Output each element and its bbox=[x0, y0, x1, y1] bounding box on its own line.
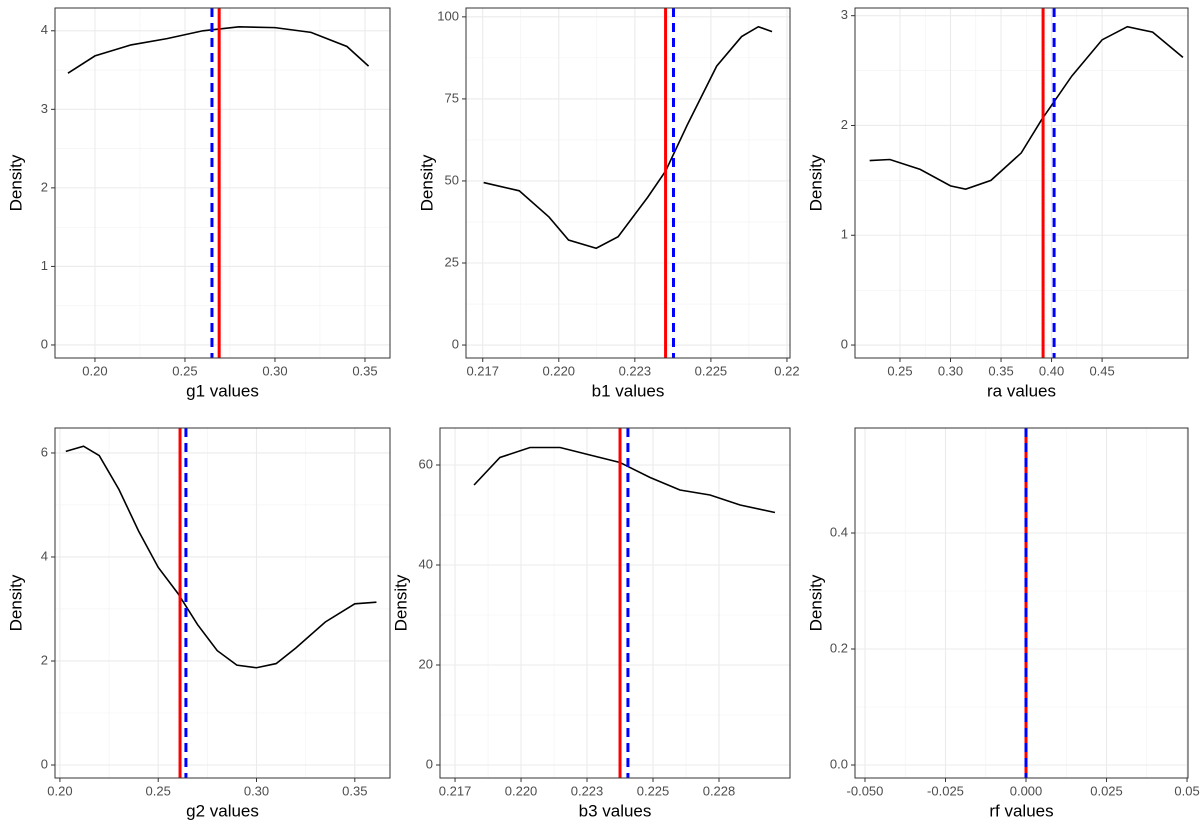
y-tick-label: 3 bbox=[41, 101, 48, 116]
x-tick-label: 0.225 bbox=[637, 783, 670, 798]
y-tick-label: 40 bbox=[419, 556, 433, 571]
x-axis-title: rf values bbox=[989, 801, 1053, 820]
x-tick-label: 0.45 bbox=[1089, 363, 1114, 378]
x-tick-label: 0.217 bbox=[466, 363, 499, 378]
y-tick-label: 4 bbox=[41, 548, 48, 563]
x-tick-label: 0.223 bbox=[619, 363, 652, 378]
y-tick-label: 1 bbox=[41, 258, 48, 273]
y-axis-title: Density bbox=[6, 154, 25, 211]
panel-background bbox=[55, 8, 390, 358]
panel-border bbox=[854, 427, 1189, 779]
panel-border bbox=[54, 427, 391, 779]
panel-background bbox=[440, 428, 790, 778]
y-tick-label: 20 bbox=[419, 656, 433, 671]
panel-background bbox=[855, 8, 1188, 358]
panel: 0.25 0.30 0.35 0.40 0.45 0 1 2 3 ra values Density bbox=[806, 7, 1189, 400]
y-tick-label: 50 bbox=[445, 172, 459, 187]
panel: 0.20 0.25 0.30 0.35 0 1 2 3 4 g1 values Density bbox=[6, 7, 391, 400]
x-tick-label: 0.220 bbox=[505, 783, 538, 798]
x-tick-label: 0.22 bbox=[774, 363, 799, 378]
y-tick-label: 0.0 bbox=[830, 756, 848, 771]
x-tick-label: 0.25 bbox=[146, 783, 171, 798]
x-axis-title: g2 values bbox=[186, 801, 259, 820]
x-tick-label: 0.20 bbox=[47, 783, 72, 798]
x-tick-label: 0.30 bbox=[244, 783, 269, 798]
y-axis-title: Density bbox=[6, 574, 25, 631]
x-tick-label: 0.40 bbox=[1039, 363, 1064, 378]
y-tick-label: 0 bbox=[841, 336, 848, 351]
y-tick-label: 0.4 bbox=[830, 524, 848, 539]
x-tick-label: -0.050 bbox=[847, 783, 884, 798]
x-tick-label: 0.20 bbox=[82, 363, 107, 378]
y-tick-label: 2 bbox=[41, 652, 48, 667]
x-tick-label: 0.35 bbox=[988, 363, 1013, 378]
x-tick-label: 0.225 bbox=[695, 363, 728, 378]
y-tick-label: 75 bbox=[445, 90, 459, 105]
x-tick-label: 0.30 bbox=[938, 363, 963, 378]
x-axis-title: b3 values bbox=[579, 801, 652, 820]
panel: 0.217 0.220 0.223 0.225 0.228 0 20 40 60 b3 value… bbox=[391, 427, 791, 820]
density-curve bbox=[483, 25, 773, 250]
panel-border bbox=[465, 7, 791, 359]
y-axis-title: Density bbox=[391, 574, 410, 631]
panel-background bbox=[855, 428, 1188, 778]
x-tick-label: 0.220 bbox=[543, 363, 576, 378]
y-tick-label: 0 bbox=[426, 756, 433, 771]
y-tick-label: 0 bbox=[452, 336, 459, 351]
y-tick-label: 2 bbox=[41, 179, 48, 194]
density-curve bbox=[869, 25, 1184, 190]
y-tick-label: 0 bbox=[41, 756, 48, 771]
x-tick-label: 0.025 bbox=[1090, 783, 1123, 798]
y-axis-title: Density bbox=[806, 574, 825, 631]
x-tick-label: 0.30 bbox=[262, 363, 287, 378]
x-tick-label: 0.35 bbox=[352, 363, 377, 378]
panel: -0.050 -0.025 0.000 0.025 0.05 0.0 0.2 0.4 rf va… bbox=[806, 427, 1200, 820]
y-tick-label: 3 bbox=[841, 7, 848, 22]
panel-border bbox=[854, 7, 1189, 359]
x-tick-label: 0.25 bbox=[887, 363, 912, 378]
y-tick-label: 25 bbox=[445, 254, 459, 269]
x-axis-title: ra values bbox=[987, 381, 1056, 400]
panel-border bbox=[439, 427, 791, 779]
y-tick-label: 6 bbox=[41, 444, 48, 459]
density-curve bbox=[65, 445, 377, 669]
x-axis-title: g1 values bbox=[186, 381, 259, 400]
y-tick-label: 0.2 bbox=[830, 640, 848, 655]
x-axis-title: b1 values bbox=[592, 381, 665, 400]
x-tick-label: 0.228 bbox=[703, 783, 736, 798]
y-axis-title: Density bbox=[417, 154, 436, 211]
density-curve bbox=[67, 26, 370, 74]
y-tick-label: 2 bbox=[841, 117, 848, 132]
panel-background bbox=[55, 428, 390, 778]
x-tick-label: -0.025 bbox=[927, 783, 964, 798]
x-tick-label: 0.35 bbox=[342, 783, 367, 798]
y-tick-label: 100 bbox=[437, 8, 459, 23]
x-tick-label: 0.000 bbox=[1010, 783, 1043, 798]
y-axis-title: Density bbox=[806, 154, 825, 211]
x-tick-label: 0.25 bbox=[172, 363, 197, 378]
y-tick-label: 1 bbox=[841, 227, 848, 242]
y-tick-label: 60 bbox=[419, 456, 433, 471]
panel-border bbox=[54, 7, 391, 359]
x-tick-label: 0.223 bbox=[571, 783, 604, 798]
panel-background bbox=[466, 8, 790, 358]
y-tick-label: 0 bbox=[41, 336, 48, 351]
x-tick-label: 0.217 bbox=[439, 783, 472, 798]
x-tick-label: 0.05 bbox=[1174, 783, 1199, 798]
y-tick-label: 4 bbox=[41, 22, 48, 37]
panel: 0.20 0.25 0.30 0.35 0 2 4 6 g2 values Density bbox=[6, 427, 391, 820]
